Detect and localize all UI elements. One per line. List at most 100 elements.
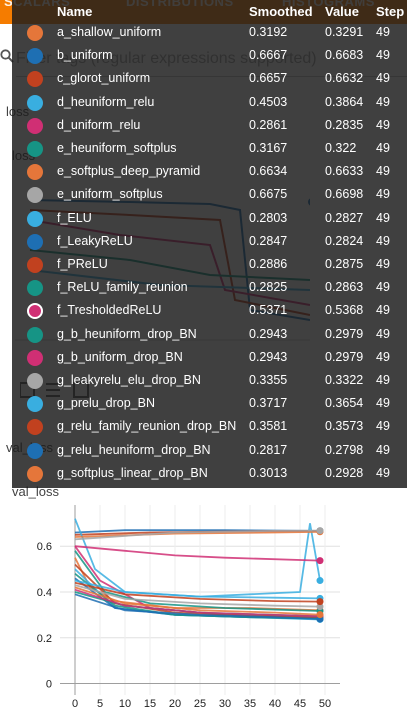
- series-end-dot: [316, 611, 324, 619]
- series-line: [74, 581, 321, 603]
- raw-value: 0.3573: [325, 419, 364, 434]
- series-name: g_relu_heuniform_drop_BN: [57, 442, 211, 457]
- series-color-dot: [27, 326, 43, 343]
- raw-value: 0.2798: [325, 442, 364, 457]
- series-name: e_heuniform_softplus: [57, 141, 177, 155]
- series-end-dot: [316, 557, 324, 565]
- raw-value: 0.2979: [325, 326, 364, 341]
- series-name: a_shallow_uniform: [57, 25, 162, 39]
- series-end-dot: [316, 603, 324, 611]
- raw-value: 0.6698: [325, 187, 364, 202]
- y-tick-label: 0.4: [37, 587, 52, 599]
- series-name: g_relu_family_reunion_drop_BN: [57, 419, 237, 434]
- tooltip-row: d_uniform_relu 0.2861 0.2835 49: [12, 115, 407, 138]
- series-color-dot: [27, 280, 43, 297]
- step-value: 49: [376, 48, 390, 63]
- series-color-dot: [27, 94, 43, 111]
- series-name: d_heuniform_relu: [57, 94, 155, 109]
- raw-value: 0.3322: [325, 373, 364, 387]
- series-name: c_glorot_uniform: [57, 71, 151, 86]
- smoothed-value: 0.3013: [249, 465, 288, 480]
- series-color-dot: [27, 465, 43, 482]
- series-color-dot: [27, 71, 43, 88]
- series-end-dot: [316, 598, 324, 606]
- tooltip-row: g_b_heuniform_drop_BN 0.2943 0.2979 49: [12, 324, 407, 347]
- series-color-dot: [27, 396, 43, 413]
- step-value: 49: [376, 280, 390, 295]
- raw-value: 0.2863: [325, 280, 364, 295]
- series-color-dot: [27, 233, 43, 250]
- smoothed-value: 0.2943: [249, 326, 288, 341]
- chart-tooltip: Name Smoothed Value Step a_shallow_unifo…: [12, 0, 407, 488]
- series-name: f_TresholdedReLU: [57, 303, 162, 318]
- smoothed-value: 0.2803: [249, 210, 288, 225]
- series-name: e_softplus_deep_pyramid: [57, 164, 201, 179]
- series-name: g_b_heuniform_drop_BN: [57, 326, 197, 341]
- tooltip-row: e_heuniform_softplus 0.3167 0.322 49: [12, 138, 407, 161]
- series-name: g_prelu_drop_BN: [57, 396, 155, 411]
- step-value: 49: [376, 233, 390, 248]
- tooltip-row: g_relu_heuniform_drop_BN 0.2817 0.2798 49: [12, 440, 407, 463]
- smoothed-value: 0.5371: [249, 303, 288, 318]
- smoothed-value: 0.2861: [249, 117, 288, 132]
- series-line: [74, 593, 321, 620]
- series-end-dot: [316, 527, 324, 535]
- smoothed-value: 0.3355: [249, 373, 288, 387]
- val-loss-chart: 0 0.2 0.4 0.6 0 5 10 15 20 25 30 35 40 45 50: [37, 505, 340, 710]
- step-value: 49: [376, 94, 390, 109]
- tooltip-row: f_LeakyReLU 0.2847 0.2824 49: [12, 231, 407, 254]
- smoothed-value: 0.2847: [249, 233, 288, 248]
- series-color-dot: [27, 25, 43, 41]
- series-color-dot: [27, 303, 43, 320]
- series-name: f_LeakyReLU: [57, 233, 133, 248]
- step-value: 49: [376, 349, 390, 364]
- series-color-dot: [27, 257, 43, 273]
- smoothed-value: 0.6675: [249, 187, 288, 202]
- series-color-dot: [27, 349, 43, 366]
- smoothed-value: 0.2817: [249, 442, 288, 457]
- tooltip-row: f_TresholdedReLU 0.5371 0.5368 49: [12, 300, 407, 323]
- step-value: 49: [376, 465, 390, 480]
- tooltip-row: g_softplus_linear_drop_BN 0.3013 0.2928 49: [12, 463, 407, 486]
- tooltip-row: g_relu_family_reunion_drop_BN 0.3581 0.357…: [12, 416, 407, 439]
- tooltip-row: f_ELU 0.2803 0.2827 49: [12, 208, 407, 231]
- smoothed-value: 0.3717: [249, 396, 288, 411]
- raw-value: 0.6632: [325, 71, 364, 86]
- series-color-dot: [27, 48, 43, 65]
- raw-value: 0.5368: [325, 303, 364, 318]
- series-name: f_ELU: [57, 210, 92, 225]
- series-color-dot: [27, 419, 43, 436]
- raw-value: 0.3654: [325, 396, 364, 411]
- raw-value: 0.3864: [325, 94, 364, 109]
- tooltip-row: f_ReLU_family_reunion 0.2825 0.2863 49: [12, 277, 407, 300]
- column-header-value: Value: [325, 4, 359, 19]
- x-tick-label: 45: [294, 698, 306, 710]
- step-value: 49: [376, 164, 390, 179]
- step-value: 49: [376, 210, 390, 225]
- column-header-smoothed: Smoothed: [249, 4, 313, 19]
- series-name: f_ReLU_family_reunion: [57, 280, 188, 295]
- x-tick-label: 20: [169, 698, 181, 710]
- series-name: f_PReLU: [57, 257, 108, 271]
- smoothed-value: 0.6634: [249, 164, 288, 179]
- tooltip-row: a_shallow_uniform 0.3192 0.3291 49: [12, 22, 407, 45]
- raw-value: 0.2835: [325, 117, 364, 132]
- y-tick-label: 0: [46, 679, 52, 691]
- x-tick-label: 15: [144, 698, 156, 710]
- x-tick-label: 30: [219, 698, 231, 710]
- series-color-dot: [27, 164, 43, 181]
- series-line: [74, 588, 321, 618]
- series-color-dot: [27, 210, 43, 227]
- tooltip-row: d_heuniform_relu 0.4503 0.3864 49: [12, 92, 407, 115]
- y-tick-label: 0.6: [37, 541, 52, 553]
- raw-value: 0.3291: [325, 25, 364, 39]
- smoothed-value: 0.6667: [249, 48, 288, 63]
- series-name: g_b_uniform_drop_BN: [57, 349, 183, 364]
- smoothed-value: 0.4503: [249, 94, 288, 109]
- step-value: 49: [376, 71, 390, 86]
- series-line: [74, 586, 321, 616]
- series-name: b_uniform: [57, 48, 113, 63]
- raw-value: 0.2979: [325, 349, 364, 364]
- series-name: d_uniform_relu: [57, 117, 141, 132]
- series-line: [74, 529, 321, 541]
